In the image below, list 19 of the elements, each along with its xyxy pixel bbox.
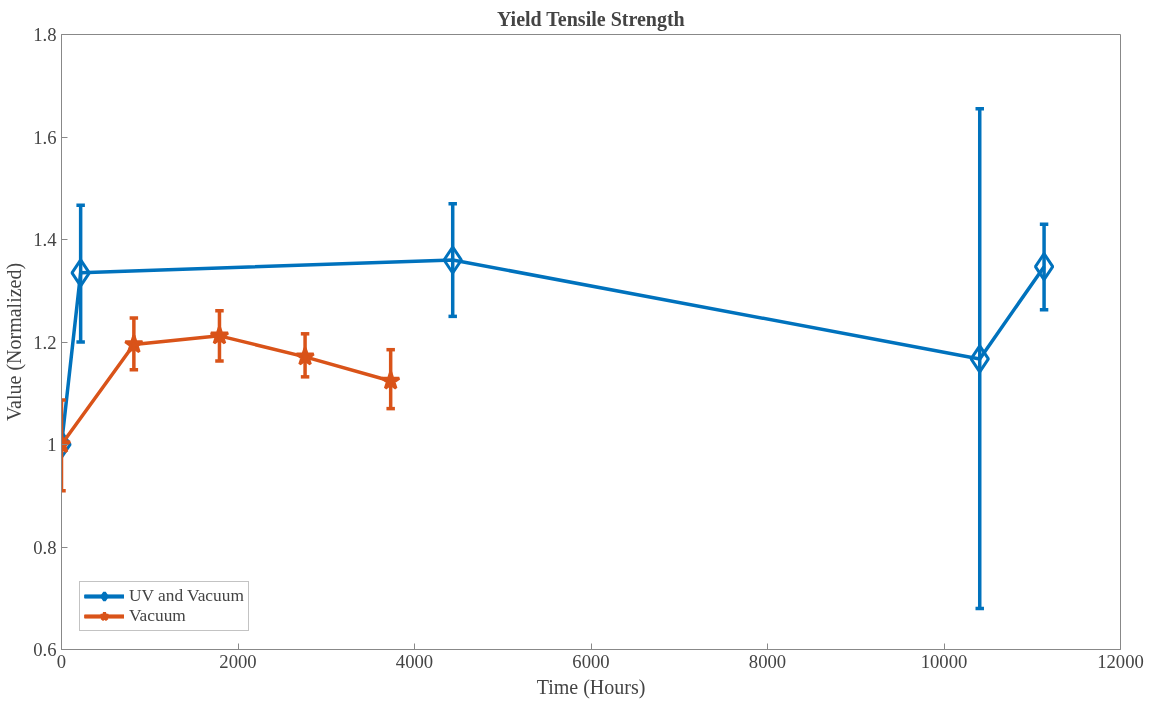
y-tick-label: 1.8 [33,24,57,45]
x-tick-label: 0 [56,650,67,672]
y-tick-label: 0.6 [33,639,57,660]
x-axis-title: Time (Hours) [536,675,646,699]
legend-label: Vacuum [129,606,186,626]
x-tick-label: 10000 [920,650,968,672]
y-tick-label: 1.6 [33,126,57,148]
y-tick-label: 1.2 [33,331,57,353]
y-tick-label: 1 [47,434,57,455]
y-tick-label: 1.4 [33,229,58,250]
x-tick-label: 8000 [748,650,787,672]
chart-title: Yield Tensile Strength [496,7,685,31]
legend-label: UV and Vacuum [129,586,244,606]
x-tick-label: 2000 [219,650,257,672]
x-tick-label: 6000 [572,650,610,672]
y-tick-label: 0.8 [33,536,57,558]
x-tick-label: 4000 [395,650,434,672]
x-tick-label: 12000 [1097,650,1144,672]
y-axis-title: Value (Normalized) [3,262,27,422]
